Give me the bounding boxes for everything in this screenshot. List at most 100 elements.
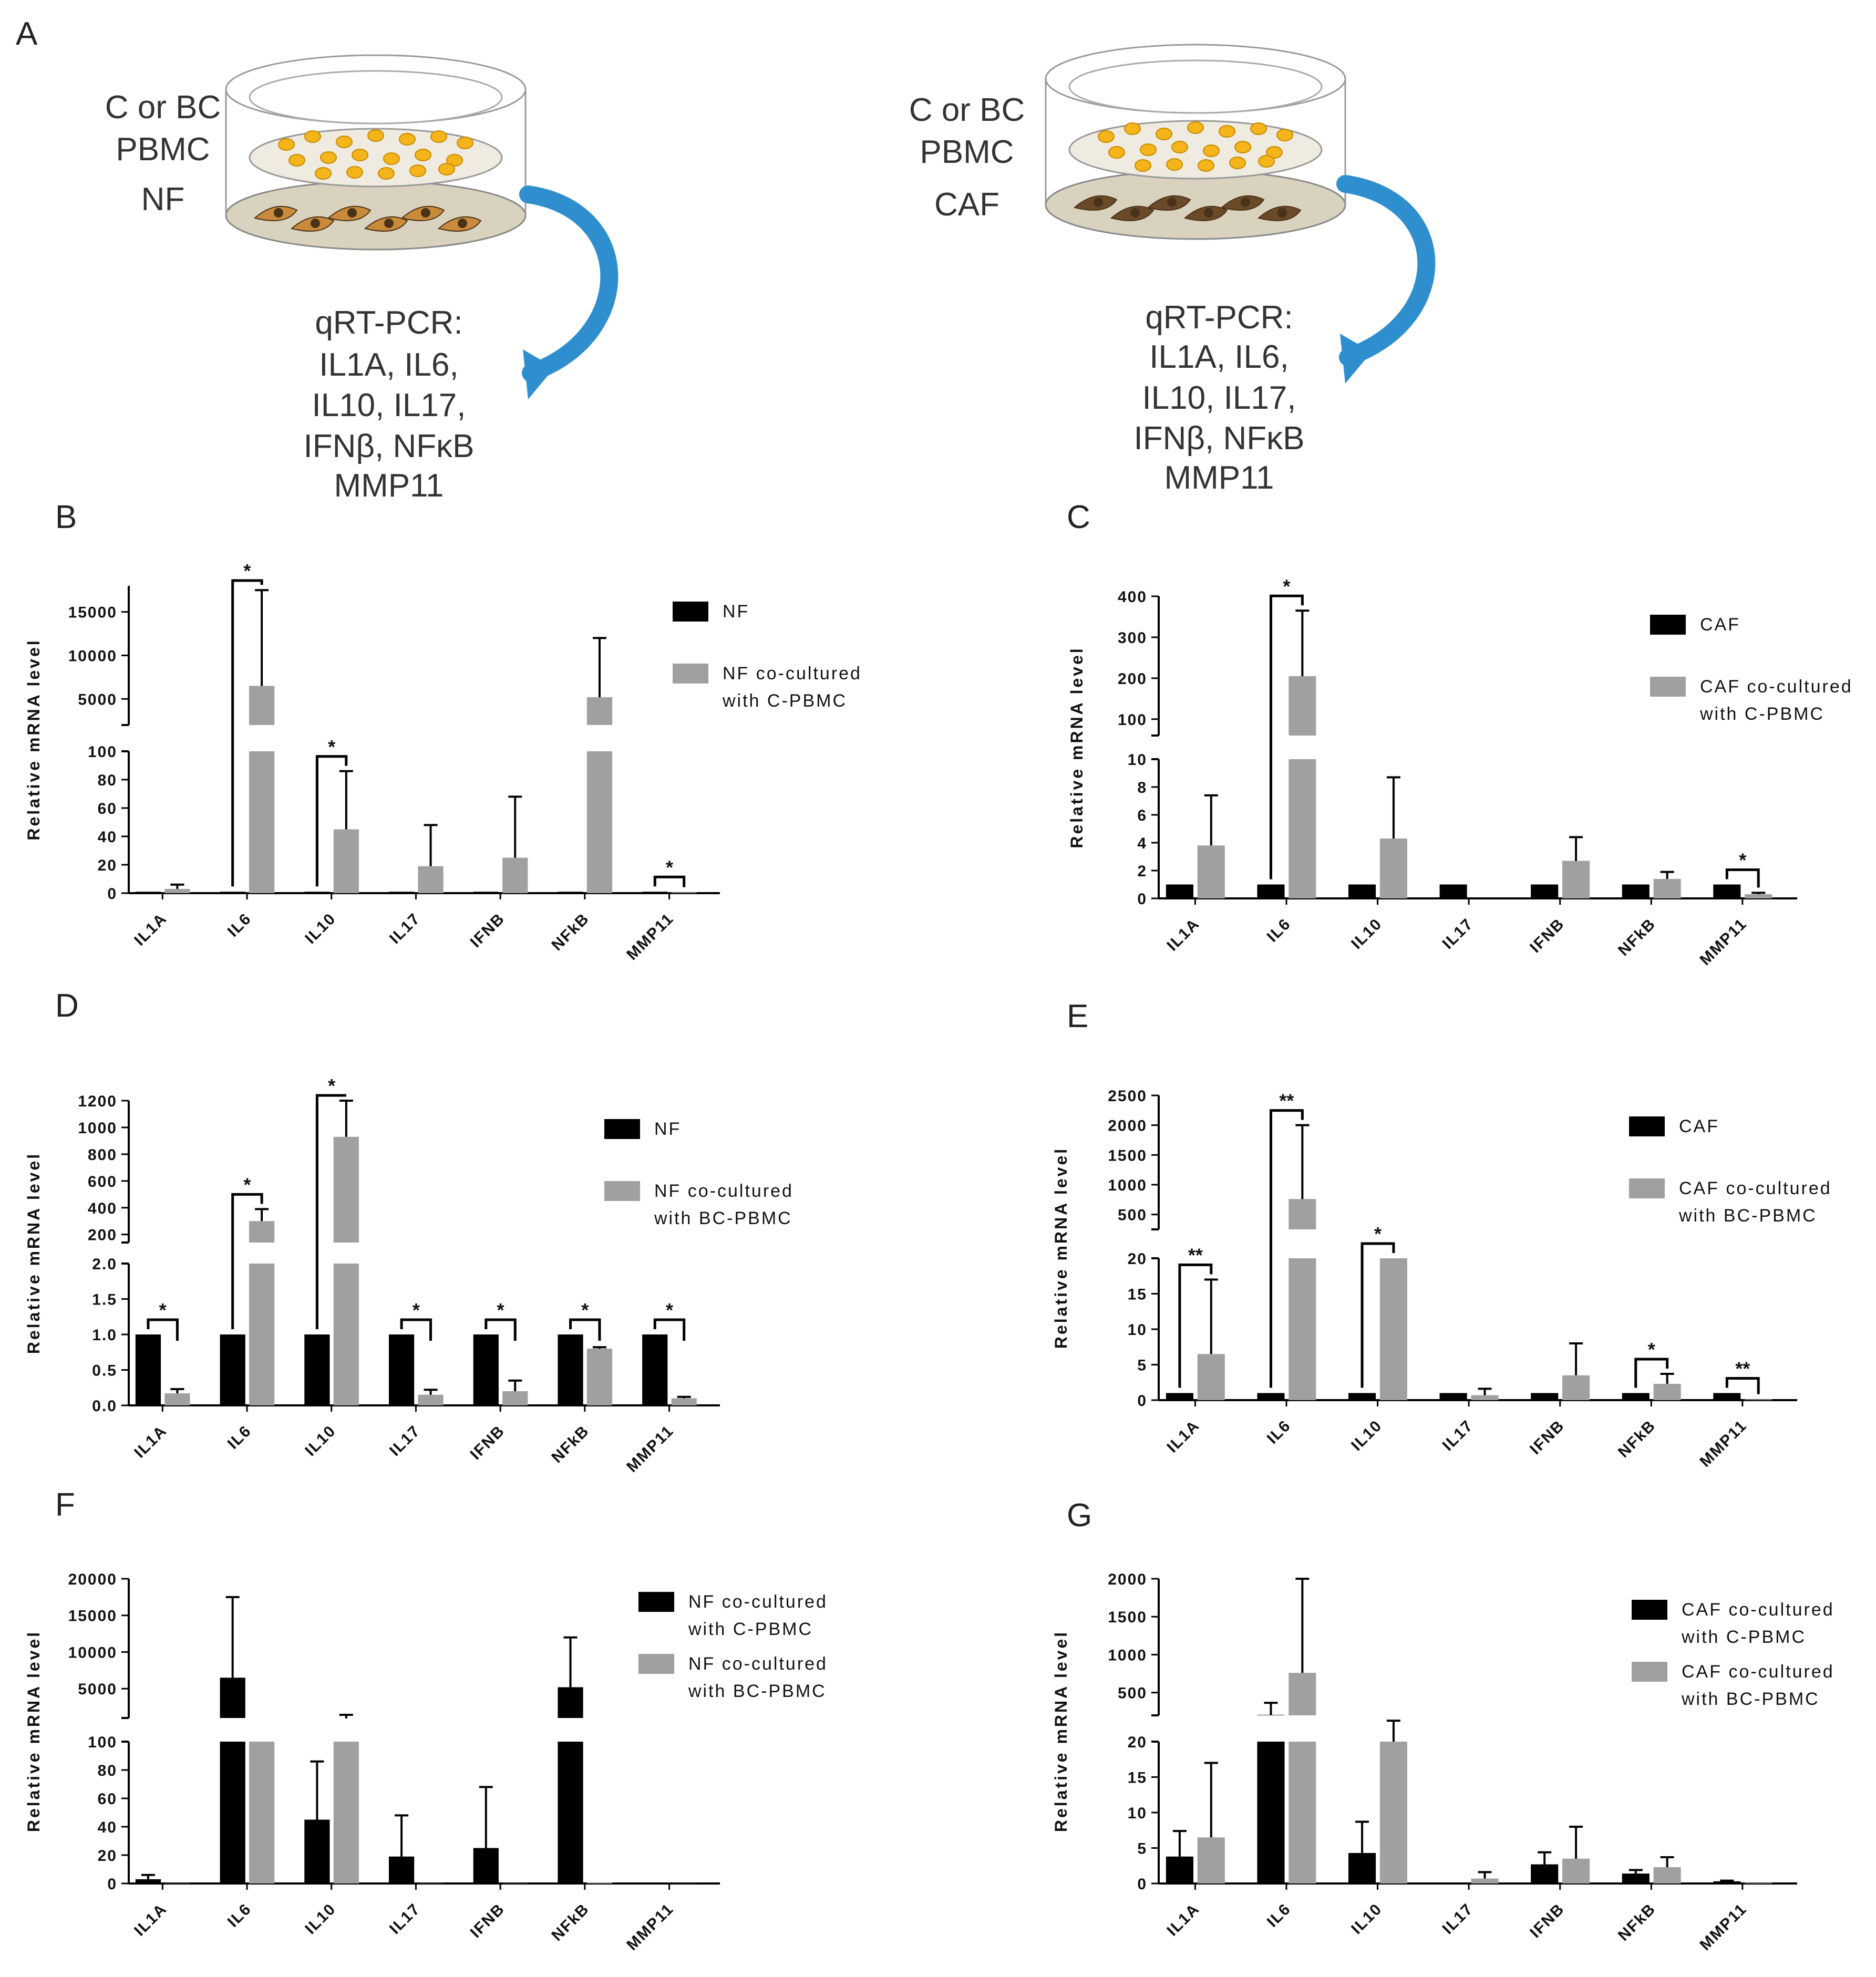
bar-ifnb-series-1 bbox=[1531, 884, 1559, 898]
y-axis-label: Relative mRNA level bbox=[1067, 646, 1086, 848]
x-tick-label-il10: IL10 bbox=[302, 910, 339, 947]
legend-label-2: NF co-cultured bbox=[654, 1181, 793, 1201]
bar-il17-series-1 bbox=[389, 892, 415, 893]
significance-bracket bbox=[1269, 594, 1304, 879]
significance-bracket bbox=[485, 1318, 517, 1341]
legend-label-2: NF co-cultured bbox=[688, 1654, 828, 1674]
y-tick-label: 1000 bbox=[78, 1120, 117, 1137]
bar-mmp11-series-1 bbox=[1713, 884, 1741, 898]
bar-il1a-series-2 bbox=[1197, 1837, 1225, 1883]
legend-swatch-2 bbox=[638, 1654, 674, 1674]
y-tick-label: 1.5 bbox=[92, 1291, 117, 1309]
panel-f-chart: F 0 20 40 60 80 100 5000 10000 15000 20000 Relative… bbox=[24, 1487, 828, 1954]
y-tick-label: 0 bbox=[107, 885, 117, 903]
bar-break-gap bbox=[248, 725, 276, 751]
left-qpcr-line2: IL1A, IL6, bbox=[319, 347, 458, 383]
fibroblast-nucleus-4 bbox=[421, 208, 430, 218]
pbmc-cell-12 bbox=[446, 154, 463, 167]
x-tick-label-il17: IL17 bbox=[386, 910, 424, 947]
significance-bracket bbox=[400, 1318, 432, 1341]
significance-bracket bbox=[315, 1094, 346, 1329]
x-tick-label-ifnb: IFNB bbox=[1527, 915, 1568, 956]
bar-nfkb-series-2 bbox=[586, 1349, 613, 1405]
pbmc-cell-0 bbox=[278, 138, 295, 151]
significance-label: * bbox=[1374, 1223, 1382, 1245]
bar-nfkb-series-2 bbox=[1653, 1383, 1681, 1400]
bar-break-gap bbox=[1256, 1715, 1286, 1742]
y-tick-label: 2000 bbox=[1108, 1571, 1147, 1588]
pbmc-cell-2 bbox=[336, 136, 353, 148]
legend-label-1: NF co-cultured bbox=[688, 1592, 828, 1612]
y-tick-label: 10000 bbox=[68, 648, 117, 665]
legend-label-1: NF bbox=[723, 602, 749, 622]
panel-e-chart: E 0 5 10 15 20 500 1000 1500 2000 2500 Relative mRN… bbox=[1052, 998, 1830, 1471]
pbmc-cell-16 bbox=[409, 164, 426, 177]
pbmc-cell-17 bbox=[1258, 155, 1275, 168]
legend-label-2: with BC-PBMC bbox=[688, 1681, 827, 1701]
bar-il6-series-2 bbox=[1289, 1199, 1316, 1400]
pbmc-cell-11 bbox=[1234, 141, 1251, 153]
bar-il1a-series-1 bbox=[135, 1879, 161, 1883]
bar-break-gap bbox=[1287, 736, 1317, 759]
significance-label: * bbox=[666, 856, 673, 878]
bar-nfkb-series-1 bbox=[1622, 884, 1650, 898]
bar-mmp11-series-2 bbox=[671, 1398, 697, 1405]
legend-label-1: with C-PBMC bbox=[688, 1619, 813, 1639]
bar-il10-series-2 bbox=[333, 1718, 359, 1883]
y-tick-label: 40 bbox=[98, 829, 117, 846]
x-tick-label-nfkb: NFkB bbox=[1615, 1900, 1659, 1944]
arrow-head bbox=[523, 349, 554, 399]
y-tick-label: 0 bbox=[1137, 891, 1147, 908]
significance-bracket bbox=[569, 1318, 601, 1341]
pbmc-cell-3 bbox=[367, 129, 384, 142]
legend-label-1: CAF co-cultured bbox=[1682, 1600, 1834, 1620]
x-tick-label-il17: IL17 bbox=[1439, 915, 1477, 953]
significance-label: * bbox=[1739, 850, 1746, 871]
fibroblast-nucleus-5 bbox=[1277, 208, 1287, 218]
y-tick-label: 0.5 bbox=[92, 1362, 117, 1380]
bar-ifnb-series-1 bbox=[1531, 1393, 1559, 1400]
left-qpcr-line3: IL10, IL17, bbox=[312, 387, 466, 423]
legend-swatch-1 bbox=[638, 1592, 674, 1612]
legend-swatch-2 bbox=[1632, 1662, 1667, 1682]
significance-label: * bbox=[666, 1299, 673, 1321]
y-axis-label: Relative mRNA level bbox=[1052, 1630, 1070, 1832]
bar-il10-series-1 bbox=[304, 892, 330, 893]
pbmc-cell-8 bbox=[320, 151, 337, 164]
legend-label-2: NF co-cultured bbox=[723, 664, 862, 684]
bar-nfkb-series-2 bbox=[1653, 878, 1681, 898]
x-tick-label-il1a: IL1A bbox=[131, 1900, 170, 1940]
bar-break-gap bbox=[332, 1243, 360, 1264]
pbmc-cell-0 bbox=[1098, 130, 1115, 143]
y-tick-label: 5 bbox=[1137, 1357, 1147, 1374]
x-tick-label-il17: IL17 bbox=[386, 1422, 424, 1460]
legend-swatch-1 bbox=[1650, 615, 1686, 635]
pbmc-cell-1 bbox=[1124, 122, 1141, 135]
y-tick-label: 1200 bbox=[78, 1093, 117, 1110]
legend-swatch-1 bbox=[1629, 1116, 1665, 1136]
significance-label: ** bbox=[1188, 1245, 1203, 1266]
y-tick-label: 600 bbox=[88, 1173, 117, 1191]
bar-ifnb-series-1 bbox=[1531, 1864, 1559, 1883]
panel-letter-a: A bbox=[16, 16, 38, 52]
left-qpcr-line1: qRT-PCR: bbox=[315, 305, 462, 341]
pbmc-cell-13 bbox=[1135, 159, 1151, 172]
y-tick-label: 10 bbox=[1128, 1805, 1147, 1822]
bar-il10-series-2 bbox=[1379, 839, 1407, 898]
y-tick-label: 100 bbox=[88, 1734, 117, 1751]
bar-ifnb-series-2 bbox=[1562, 1858, 1590, 1883]
bar-ifnb-series-2 bbox=[1562, 861, 1590, 898]
y-tick-label: 300 bbox=[1118, 629, 1147, 647]
bar-il6-series-1 bbox=[1257, 1393, 1285, 1400]
y-tick-label: 20 bbox=[1128, 1250, 1147, 1268]
left-label-line1: C or BC bbox=[105, 89, 221, 126]
y-tick-label: 40 bbox=[98, 1819, 117, 1836]
y-tick-label: 60 bbox=[98, 1790, 117, 1808]
legend-label-2: with C-PBMC bbox=[722, 691, 847, 711]
bar-il10-series-1 bbox=[1348, 1393, 1376, 1400]
bar-mmp11-series-1 bbox=[1713, 1881, 1741, 1883]
panel-letter: E bbox=[1067, 998, 1088, 1034]
bar-ifnb-series-2 bbox=[502, 857, 528, 893]
significance-label: * bbox=[1648, 1339, 1655, 1360]
legend-swatch-2 bbox=[604, 1181, 640, 1201]
